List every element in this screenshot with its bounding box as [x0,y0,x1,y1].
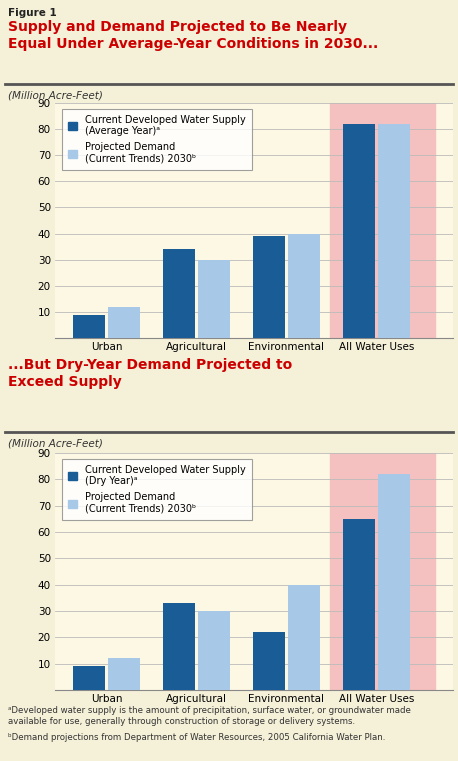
Bar [288,584,320,690]
Text: Figure 1: Figure 1 [8,8,57,18]
Bar [343,124,375,338]
Bar [378,474,410,690]
Bar [108,307,140,338]
Bar [253,632,284,690]
Bar [253,236,284,338]
Legend: Current Developed Water Supply
(Average Year)ᵃ, Projected Demand
(Current Trends: Current Developed Water Supply (Average … [62,109,252,170]
Text: ᵇDemand projections from Department of Water Resources, 2005 California Water Pl: ᵇDemand projections from Department of W… [8,733,385,742]
Legend: Current Developed Water Supply
(Dry Year)ᵃ, Projected Demand
(Current Trends) 20: Current Developed Water Supply (Dry Year… [62,459,252,520]
Text: ...But Dry-Year Demand Projected to
Exceed Supply: ...But Dry-Year Demand Projected to Exce… [8,358,292,389]
Bar [288,234,320,338]
Bar [378,124,410,338]
Bar [108,658,140,690]
Bar [198,260,230,338]
Text: (Million Acre-Feet): (Million Acre-Feet) [8,90,103,100]
Bar [343,519,375,690]
Bar [73,314,104,338]
Bar [163,603,195,690]
Bar [330,103,435,338]
Text: ᵃDeveloped water supply is the amount of precipitation, surface water, or ground: ᵃDeveloped water supply is the amount of… [8,706,411,727]
Bar [163,249,195,338]
Bar [73,667,104,690]
Bar [330,453,435,690]
Text: Supply and Demand Projected to Be Nearly
Equal Under Average-Year Conditions in : Supply and Demand Projected to Be Nearly… [8,20,378,51]
Bar [198,611,230,690]
Text: (Million Acre-Feet): (Million Acre-Feet) [8,438,103,448]
